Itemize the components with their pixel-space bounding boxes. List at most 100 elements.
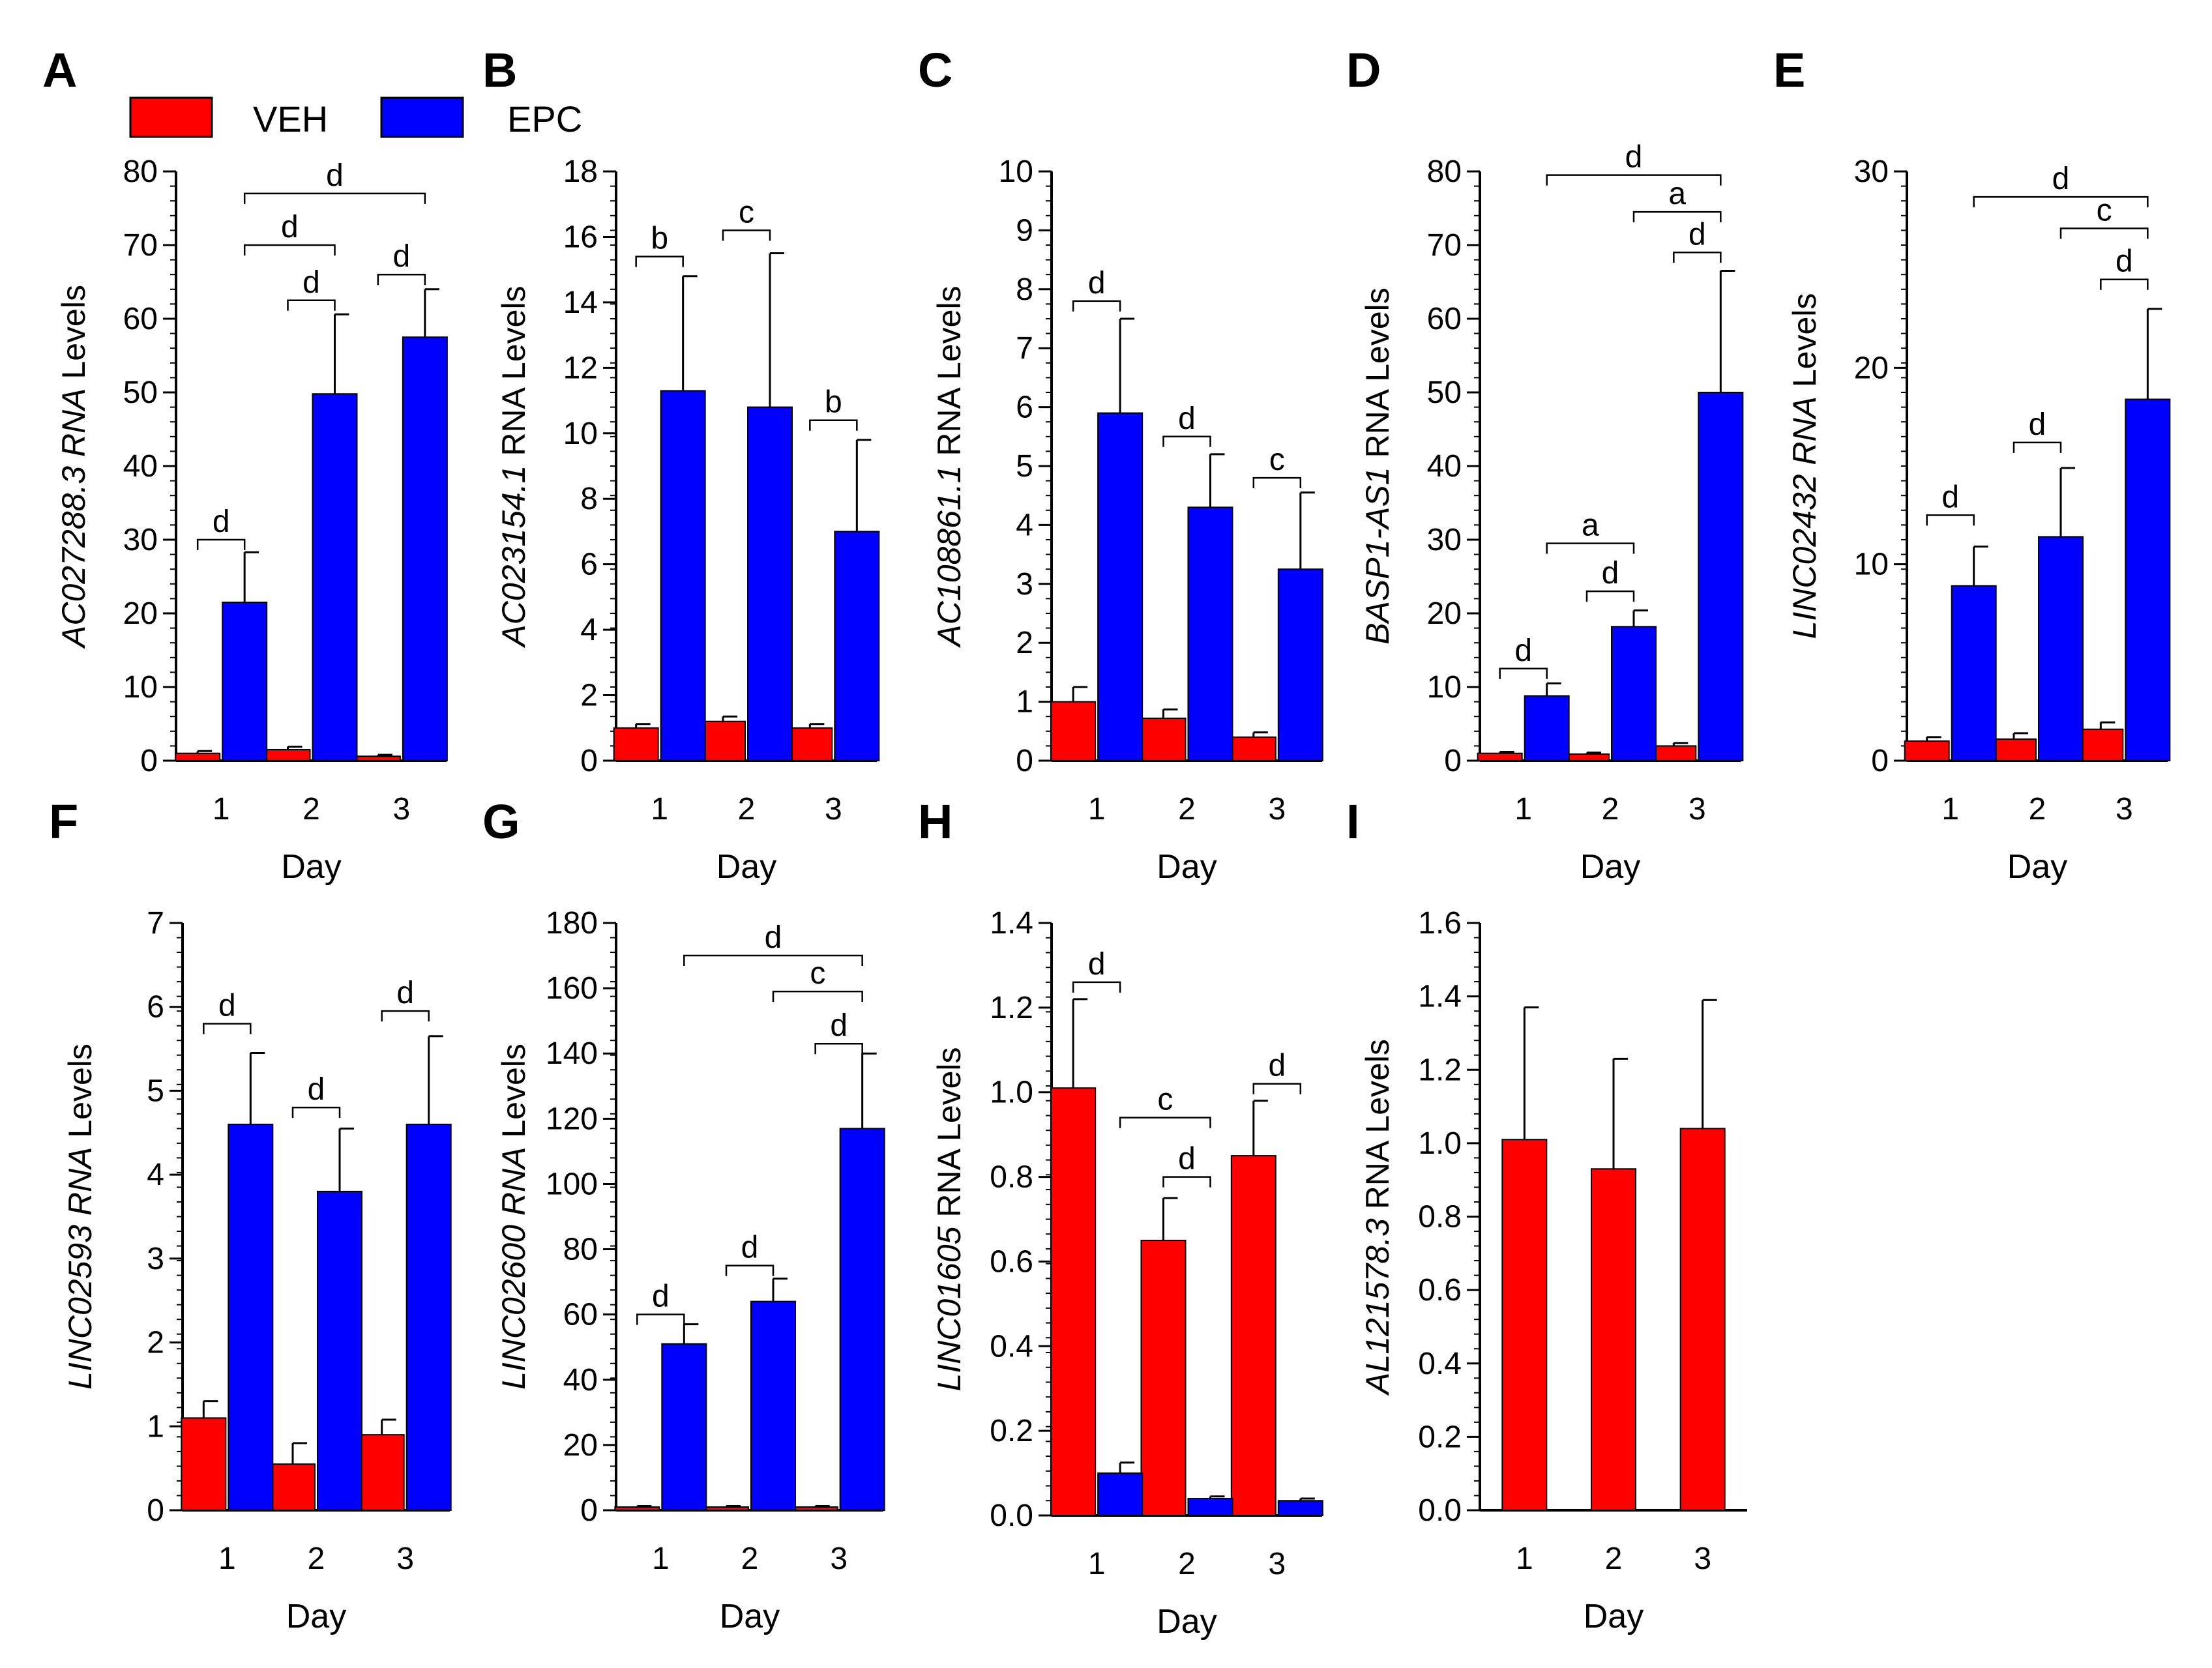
y-axis-label: LINC02593 RNA Levels: [62, 1044, 98, 1390]
y-tick-label: 2: [580, 679, 598, 713]
y-tick-label: 30: [1427, 523, 1462, 557]
bar-epc-day3: [839, 1128, 885, 1511]
significance-bracket: [809, 419, 858, 431]
y-tick-label: 7: [1016, 331, 1033, 366]
y-tick-label: 60: [123, 302, 158, 336]
x-tick-label: 2: [302, 792, 320, 827]
significance-bracket: [1632, 211, 1722, 223]
y-axis-label-suffix: Levels: [1786, 293, 1823, 396]
bar-epc-day2: [2038, 536, 2084, 761]
y-tick-label: 0: [147, 1493, 164, 1528]
bar-epc-day1: [1524, 695, 1570, 762]
bar-veh-day1: [1501, 1139, 1548, 1511]
significance-bracket: [636, 1313, 685, 1325]
significance-bracket: [243, 244, 336, 256]
y-tick-label: 0: [1016, 744, 1033, 778]
bar-veh-day1: [1050, 1087, 1097, 1516]
x-axis-label: Day: [1157, 848, 1217, 886]
significance-label: d: [1688, 217, 1706, 252]
bar-veh-day3: [792, 1506, 838, 1511]
y-axis-label-suffix: RNA Levels: [931, 285, 967, 465]
x-tick-label: 1: [1514, 792, 1532, 827]
significance-bracket: [722, 229, 771, 241]
y-tick-label: 16: [563, 220, 598, 254]
y-tick-label: 0.0: [1418, 1493, 1462, 1528]
significance-label: d: [1268, 1049, 1286, 1083]
y-tick-label: 3: [147, 1242, 164, 1276]
y-tick-label: 2: [147, 1326, 164, 1360]
y-tick-label: 0.2: [990, 1414, 1033, 1448]
y-tick-label: 20: [1854, 351, 1889, 385]
y-axis-label: AC023154.1 RNA Levels: [495, 285, 532, 648]
bar-epc-day3: [1277, 1500, 1323, 1516]
y-tick-label: 1.2: [1418, 1053, 1462, 1087]
y-tick-label: 3: [1016, 567, 1033, 602]
significance-label: b: [651, 222, 668, 256]
x-tick-label: 1: [652, 1542, 670, 1576]
bar-veh-day2: [265, 749, 311, 762]
significance-label: d: [652, 1280, 670, 1314]
panel-letter: A: [42, 43, 77, 97]
y-tick-label: 5: [1016, 449, 1033, 484]
significance-label: d: [2116, 244, 2133, 279]
y-axis-label-gene: LINC02600 RNA: [495, 1147, 532, 1390]
y-tick-label: 0: [580, 1493, 598, 1528]
panel-letter: E: [1773, 43, 1805, 97]
significance-bracket: [772, 990, 863, 1002]
bar-epc-day3: [1698, 392, 1744, 761]
y-tick-label: 6: [1016, 390, 1033, 425]
bar-epc-day1: [661, 1343, 707, 1511]
significance-bracket: [2013, 441, 2062, 453]
y-tick-label: 5: [147, 1074, 164, 1108]
significance-label: d: [302, 265, 320, 300]
y-axis-label-suffix: RNA Levels: [1359, 287, 1396, 467]
bar-epc-day1: [660, 390, 706, 761]
y-tick-label: 100: [546, 1167, 598, 1201]
y-axis-label-suffix: RNA Levels: [1359, 1039, 1396, 1218]
bar-veh-day2: [1564, 753, 1610, 761]
y-tick-label: 10: [123, 670, 158, 705]
y-tick-label: 40: [123, 449, 158, 484]
x-tick-label: 1: [651, 792, 668, 827]
y-axis-label: AC108861.1 RNA Levels: [931, 285, 967, 648]
y-tick-label: 0.2: [1418, 1420, 1462, 1454]
bar-veh-day3: [1679, 1128, 1726, 1511]
x-tick-label: 3: [1268, 792, 1286, 827]
significance-bracket: [2100, 278, 2149, 290]
y-tick-label: 50: [123, 375, 158, 410]
significance-label: b: [825, 385, 842, 420]
y-tick-label: 0.6: [990, 1244, 1033, 1279]
bar-veh-day3: [1230, 1155, 1276, 1517]
y-axis-label: LINC01605 RNA Levels: [931, 1047, 967, 1391]
panel-letter: D: [1346, 43, 1381, 97]
significance-label: d: [765, 920, 782, 955]
significance-bracket: [243, 192, 426, 204]
significance-label: c: [810, 956, 825, 991]
panel-letter: I: [1346, 795, 1360, 849]
significance-bracket: [1926, 514, 1975, 526]
y-tick-label: 40: [1427, 449, 1462, 484]
significance-label: d: [392, 239, 410, 274]
bar-epc-day1: [222, 602, 268, 761]
bar-veh-day2: [1140, 717, 1187, 761]
y-axis-label-gene: AC027288.3 RNA: [55, 388, 92, 649]
legend-label-epc: EPC: [507, 98, 582, 139]
y-tick-label: 40: [563, 1363, 598, 1397]
y-axis-label-suffix: Levels: [55, 285, 92, 388]
y-tick-label: 7: [147, 906, 164, 941]
bar-epc-day2: [317, 1190, 362, 1512]
y-tick-label: 9: [1016, 213, 1033, 248]
y-axis-label-suffix: Levels: [62, 1044, 98, 1147]
y-tick-label: 80: [1427, 154, 1462, 189]
y-tick-label: 0.0: [990, 1499, 1033, 1533]
legend-label-veh: VEH: [253, 98, 328, 139]
bar-veh-day2: [1591, 1168, 1636, 1511]
y-tick-label: 10: [1854, 548, 1889, 582]
y-axis-label-gene: BASP1-AS1: [1359, 467, 1396, 644]
x-tick-label: 1: [1516, 1542, 1533, 1576]
bar-veh-day1: [175, 752, 221, 761]
y-tick-label: 4: [580, 613, 598, 647]
x-axis-label: Day: [1157, 1603, 1217, 1641]
